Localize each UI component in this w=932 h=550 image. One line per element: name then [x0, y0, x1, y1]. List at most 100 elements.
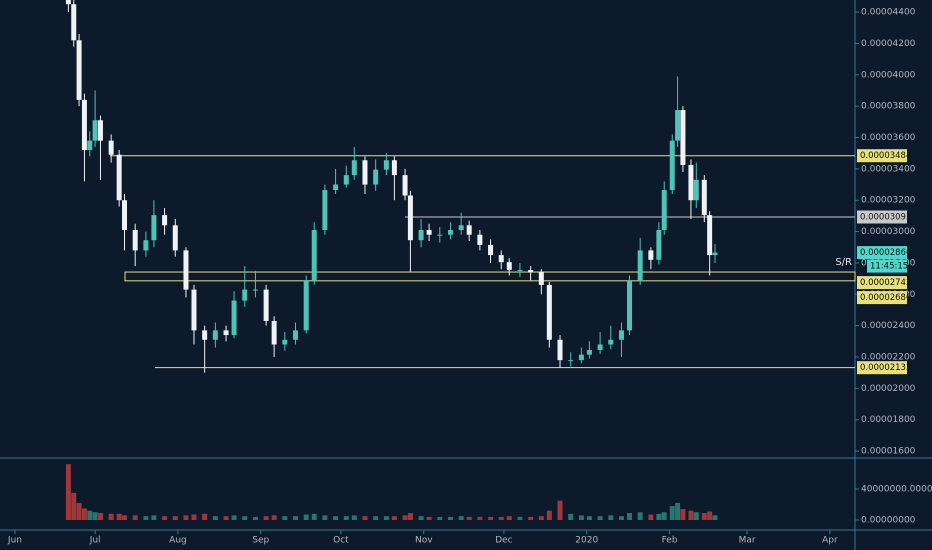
price-tag-label: 0.00002686 — [860, 293, 911, 303]
volume-tick-label: 40000000.00000000 — [861, 485, 932, 495]
volume-bar — [76, 502, 82, 520]
volume-bar — [675, 502, 681, 520]
volume-bar — [362, 516, 368, 520]
sr-zone — [124, 271, 856, 282]
volume-bar — [656, 513, 662, 520]
volume-bar — [373, 516, 379, 520]
candle-body — [143, 240, 149, 251]
y-tick-label: 0.00003400 — [861, 164, 916, 174]
x-tick-label: Jul — [89, 536, 101, 546]
candle-body — [458, 225, 464, 231]
x-tick-label: Nov — [415, 536, 433, 546]
candle-body — [637, 250, 643, 281]
candle-body — [477, 234, 483, 245]
candle-body — [71, 4, 77, 41]
volume-bar — [242, 516, 248, 520]
candle-body — [488, 244, 494, 256]
volume-bar — [282, 516, 288, 520]
volume-bar — [303, 514, 309, 520]
volume-bar — [458, 516, 464, 520]
y-tick-label: 0.00001800 — [861, 415, 916, 425]
volume-bar — [597, 516, 603, 520]
candle-body — [712, 252, 718, 256]
volume-bar — [418, 516, 424, 520]
candle-body — [618, 330, 624, 340]
candle-body — [506, 262, 512, 271]
candle-body — [108, 140, 114, 155]
price-tag-label: 0.00003093 — [860, 213, 911, 223]
candle-body — [517, 270, 523, 272]
candle-body — [97, 120, 103, 141]
candle-body — [586, 349, 592, 355]
y-tick-label: 0.00003200 — [861, 196, 916, 206]
volume-bar — [151, 515, 157, 520]
volume-bar — [688, 510, 694, 520]
volume-bar — [517, 516, 523, 520]
volume-bar — [322, 515, 328, 520]
volume-bar — [538, 516, 544, 520]
volume-bar — [466, 516, 472, 520]
volume-bar — [231, 515, 237, 520]
volume-bar — [293, 516, 299, 520]
x-tick-label: Dec — [495, 536, 512, 546]
candle-body — [122, 200, 128, 231]
candle-body — [538, 272, 544, 285]
candle-body — [362, 160, 368, 185]
candle-body — [351, 160, 357, 176]
volume-bar — [506, 516, 512, 520]
volume-bar — [669, 506, 675, 520]
candle-body — [162, 215, 168, 226]
y-tick-label: 0.00004000 — [861, 70, 916, 80]
candles — [65, 0, 718, 373]
candle-body — [597, 344, 603, 350]
y-tick-label: 0.00003800 — [861, 102, 916, 112]
candle-body — [498, 255, 504, 263]
y-tick-label: 0.00004400 — [861, 8, 916, 18]
candle-body — [322, 190, 328, 231]
candle-body — [151, 215, 157, 241]
volume-bar — [608, 515, 614, 520]
price-tag — [857, 210, 907, 224]
x-tick-label: Aug — [169, 536, 187, 546]
volume-bar — [498, 516, 504, 520]
price-tag — [857, 361, 907, 375]
volume-bar — [71, 492, 77, 520]
volume-bar — [707, 511, 713, 520]
countdown-tag — [867, 259, 907, 273]
volume-bar — [557, 500, 563, 520]
volume-bar — [402, 515, 408, 520]
volume-bar — [183, 515, 189, 520]
volume-bar — [626, 513, 632, 520]
volume-bar — [447, 516, 453, 520]
candle-body — [528, 270, 534, 273]
volume-bar — [648, 514, 654, 520]
candle-body — [92, 120, 98, 141]
candle-body — [263, 289, 269, 321]
candle-body — [373, 169, 379, 185]
candle-body — [675, 110, 681, 141]
volume-bar — [661, 512, 667, 520]
volume-bar — [97, 513, 103, 520]
volume-bar — [712, 515, 718, 520]
candle-body — [333, 184, 339, 191]
volume-bar — [116, 513, 122, 520]
candle-body — [578, 354, 584, 361]
volume-bar — [122, 515, 128, 520]
volume-tick-label: 0.00000000 — [861, 516, 916, 526]
volume-bar — [488, 516, 494, 520]
volume-bar — [223, 516, 229, 520]
volume-bar — [92, 512, 98, 520]
volume-bar — [143, 516, 149, 520]
volume-bar — [132, 515, 138, 520]
y-tick-label: 0.00001600 — [861, 447, 916, 457]
zone-annotation: S/R — [835, 257, 852, 268]
candle-body — [202, 330, 208, 340]
y-tick-label: 0.00004200 — [861, 39, 916, 49]
candle-body — [402, 175, 408, 196]
candle-body — [557, 339, 563, 361]
candle-body — [242, 289, 248, 301]
x-tick-label: Sep — [252, 536, 269, 546]
volume-bar — [172, 516, 178, 520]
x-tick-label: Feb — [662, 536, 678, 546]
